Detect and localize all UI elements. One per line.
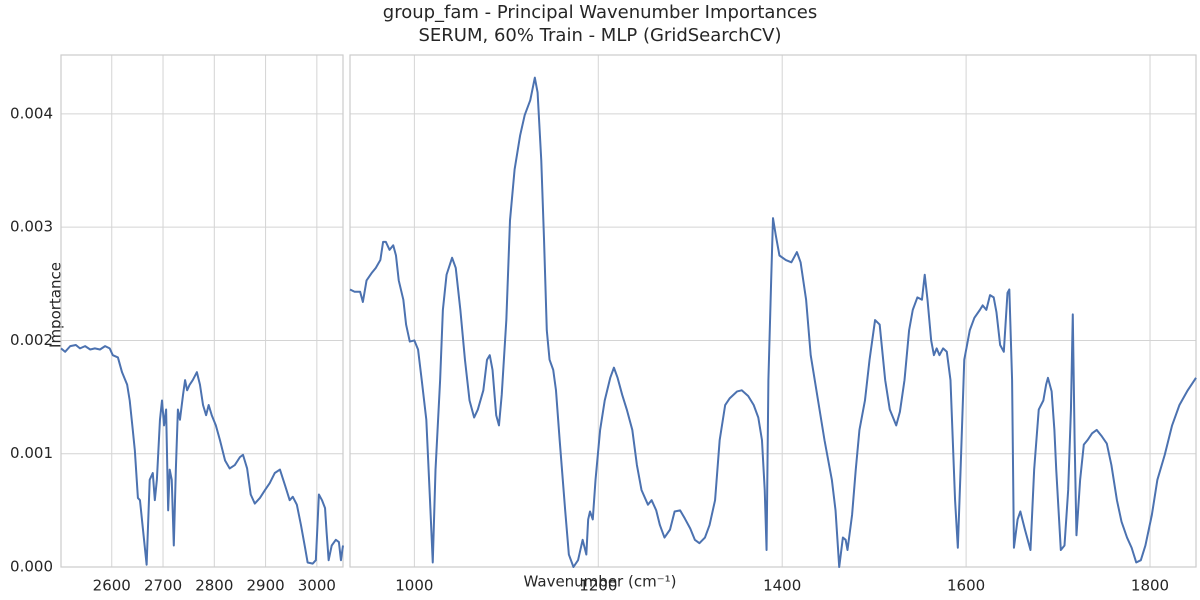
y-tick-label: 0.002 (10, 331, 53, 349)
x-tick-label: 3000 (298, 577, 336, 595)
x-axis-label: Wavenumber (cm⁻¹) (524, 573, 677, 591)
x-tick-label: 1800 (1131, 577, 1169, 595)
x-tick-label: 1400 (763, 577, 801, 595)
y-tick-label: 0.004 (10, 104, 53, 122)
x-tick-label: 1600 (947, 577, 985, 595)
y-tick-label: 0.003 (10, 218, 53, 236)
x-tick-label: 2800 (195, 577, 233, 595)
y-axis-label: Importance (47, 262, 65, 348)
y-tick-label: 0.000 (10, 558, 53, 576)
chart-subtitle: SERUM, 60% Train - MLP (GridSearchCV) (419, 25, 782, 46)
x-tick-label: 2600 (93, 577, 131, 595)
data-line (349, 76, 1197, 568)
y-tick-label: 0.001 (10, 444, 53, 462)
x-tick-label: 2900 (246, 577, 284, 595)
x-tick-label: 1000 (395, 577, 433, 595)
panel-frame (349, 54, 1197, 568)
panel-frame (60, 54, 344, 568)
x-tick-label: 2700 (144, 577, 182, 595)
x-tick-label: 1200 (579, 577, 617, 595)
data-line (60, 343, 344, 566)
chart-title: group_fam - Principal Wavenumber Importa… (383, 2, 817, 23)
